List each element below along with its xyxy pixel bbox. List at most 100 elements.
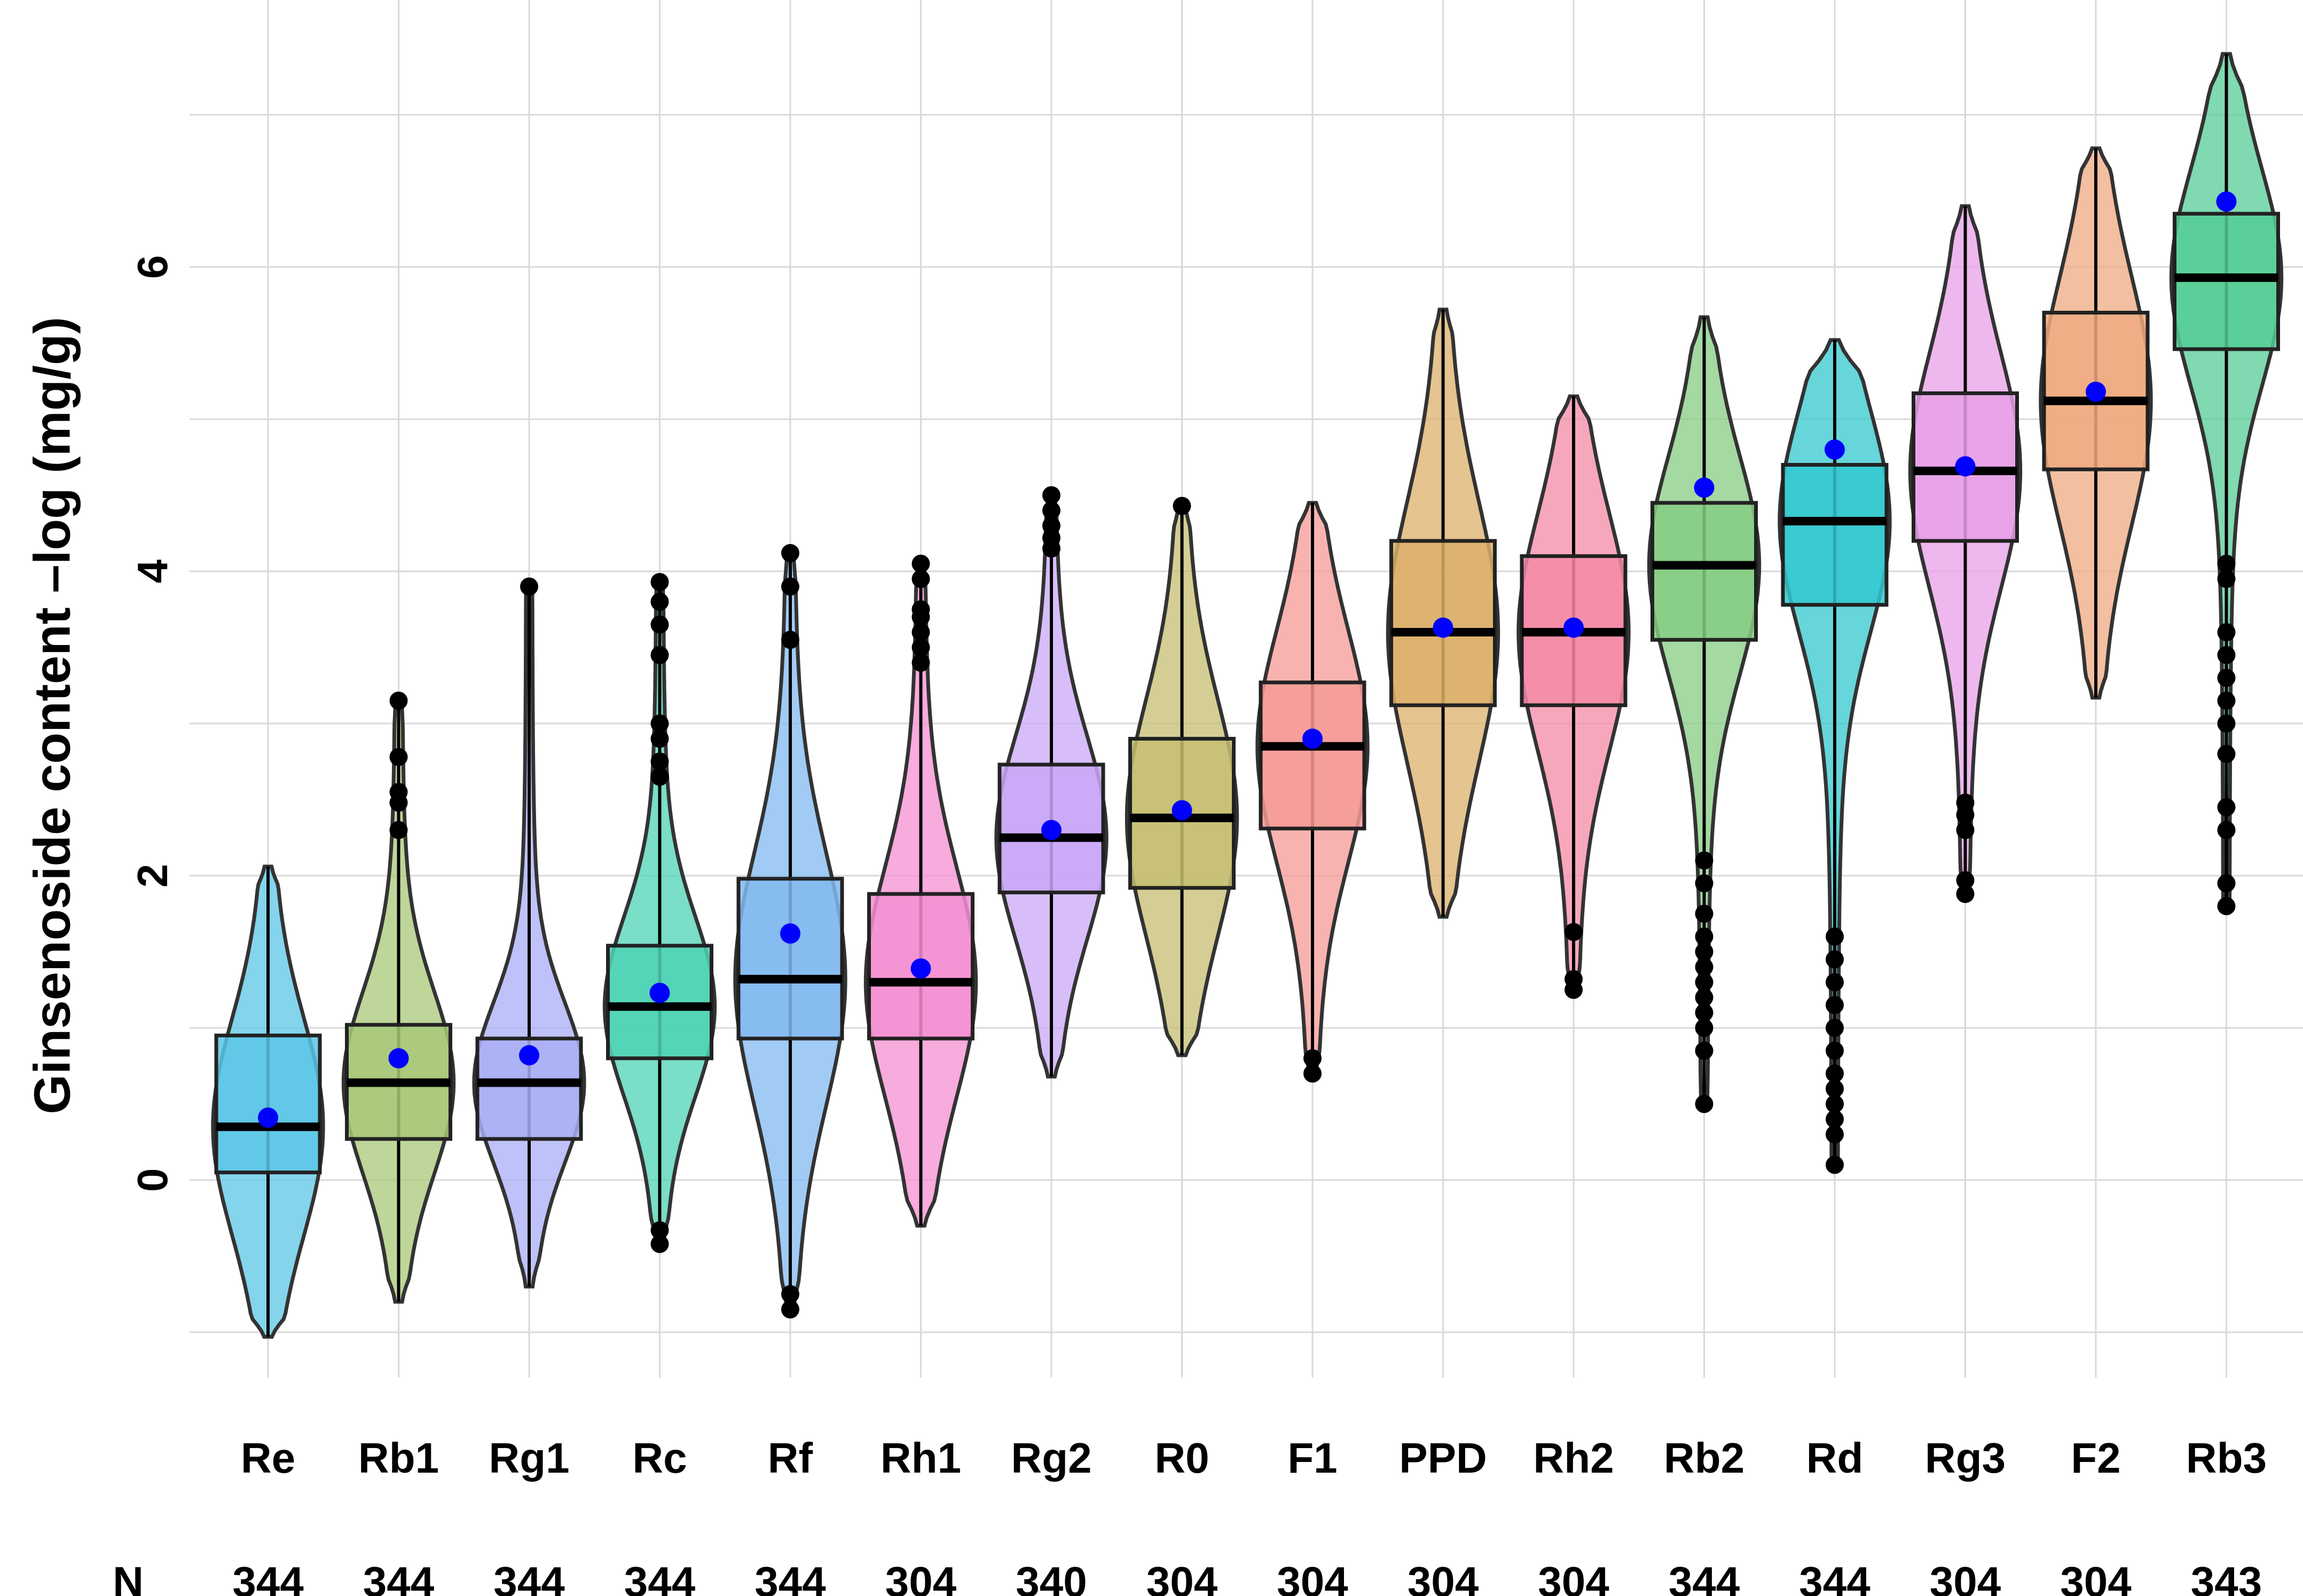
mean-point-Rb2 [1694, 477, 1715, 498]
outlier-point [1695, 874, 1714, 893]
outlier-point [1042, 501, 1060, 520]
y-tick-label: 2 [129, 864, 176, 888]
mean-point-Rh2 [1563, 617, 1584, 638]
n-value: 344 [232, 1558, 304, 1596]
outlier-point [650, 572, 669, 591]
n-value: 304 [1408, 1558, 1479, 1596]
outlier-point [1826, 1155, 1844, 1174]
outlier-point [389, 783, 408, 801]
x-tick-label: Rc [632, 1434, 687, 1482]
outlier-point [1956, 871, 1975, 890]
series-Rg2 [994, 486, 1109, 1079]
outlier-point [1956, 821, 1975, 839]
n-value: 304 [2060, 1558, 2132, 1596]
outlier-point [650, 767, 669, 786]
outlier-point [2217, 623, 2236, 641]
outlier-point [389, 748, 408, 766]
x-tick-label: Rb3 [2186, 1434, 2267, 1482]
outlier-point [1695, 988, 1714, 1007]
outlier-point [2217, 874, 2236, 893]
x-tick-label: Re [241, 1434, 295, 1482]
outlier-point [1826, 1125, 1844, 1144]
outlier-point [2217, 570, 2236, 588]
outlier-point [650, 593, 669, 611]
outlier-point [2217, 897, 2236, 915]
outlier-point [1042, 516, 1060, 535]
outlier-point [2217, 714, 2236, 733]
outlier-point [911, 554, 930, 573]
series-Rg3 [1908, 204, 2023, 903]
outlier-point [389, 691, 408, 710]
y-tick-label: 6 [129, 255, 176, 279]
outlier-point [1826, 1064, 1844, 1083]
x-tick-label: Rh2 [1533, 1434, 1614, 1482]
outlier-point [650, 752, 669, 771]
outlier-point [911, 623, 930, 641]
outlier-point [781, 544, 799, 562]
outlier-point [650, 615, 669, 634]
outlier-point [1826, 1110, 1844, 1128]
series-R0 [1125, 497, 1239, 1057]
mean-point-R0 [1172, 800, 1192, 821]
text-layer: Ginsenoside content –log (mg/g) N Re 344 R… [23, 255, 2267, 1596]
n-value: 344 [1799, 1558, 1870, 1596]
x-tick-label: Rf [768, 1434, 813, 1482]
n-value: 344 [1669, 1558, 1740, 1596]
x-tick-label: F1 [1287, 1434, 1337, 1482]
outlier-point [1826, 1080, 1844, 1098]
x-tick-label: R0 [1154, 1434, 1209, 1482]
outlier-point [2217, 798, 2236, 816]
mean-point-Re [258, 1107, 278, 1128]
outlier-point [650, 1235, 669, 1253]
outlier-point [2217, 821, 2236, 839]
mean-point-Rc [649, 982, 670, 1003]
n-value: 304 [1538, 1558, 1609, 1596]
outlier-point [781, 577, 799, 596]
box-Rc [606, 944, 713, 1060]
mean-point-Rb1 [388, 1048, 409, 1068]
mean-point-Rg2 [1041, 820, 1062, 840]
series-Re [211, 864, 325, 1339]
x-tick-label: Rd [1806, 1434, 1864, 1482]
n-value: 340 [1016, 1558, 1087, 1596]
y-tick-label: 0 [129, 1168, 176, 1192]
outlier-point [2217, 669, 2236, 687]
outlier-point [1826, 973, 1844, 992]
outlier-point [781, 631, 799, 649]
n-value: 344 [493, 1558, 565, 1596]
mean-point-PPD [1433, 617, 1453, 638]
n-value: 304 [1146, 1558, 1218, 1596]
outlier-point [911, 570, 930, 588]
outlier-point [1826, 1019, 1844, 1037]
n-value: 304 [1277, 1558, 1348, 1596]
mean-point-Rb3 [2216, 191, 2237, 212]
outlier-point [1826, 1095, 1844, 1113]
outlier-point [2217, 646, 2236, 664]
x-tick-label: Rh1 [881, 1434, 961, 1482]
outlier-point [1695, 973, 1714, 992]
mean-point-Rh1 [910, 958, 931, 979]
plot-layer [211, 52, 2284, 1339]
outlier-point [1826, 950, 1844, 969]
outlier-point [1956, 885, 1975, 903]
series-Rc [602, 572, 717, 1253]
box-Rf [736, 877, 844, 1041]
outlier-point [2217, 745, 2236, 763]
outlier-point [1695, 1041, 1714, 1060]
series-Rb2 [1647, 315, 1762, 1113]
n-value: 343 [2191, 1558, 2262, 1596]
outlier-point [781, 1285, 799, 1303]
series-PPD [1386, 308, 1500, 919]
outlier-point [1695, 958, 1714, 976]
outlier-point [1565, 923, 1583, 941]
series-Rg1 [472, 577, 586, 1288]
x-tick-label: Rg2 [1011, 1434, 1091, 1482]
n-value: 344 [363, 1558, 435, 1596]
outlier-point [911, 600, 930, 619]
x-tick-label: Rb2 [1664, 1434, 1744, 1482]
box-Rd [1781, 463, 1889, 607]
n-value: 344 [754, 1558, 826, 1596]
outlier-point [650, 1221, 669, 1240]
series-Rh2 [1516, 394, 1631, 999]
series-Rd [1778, 338, 1892, 1174]
